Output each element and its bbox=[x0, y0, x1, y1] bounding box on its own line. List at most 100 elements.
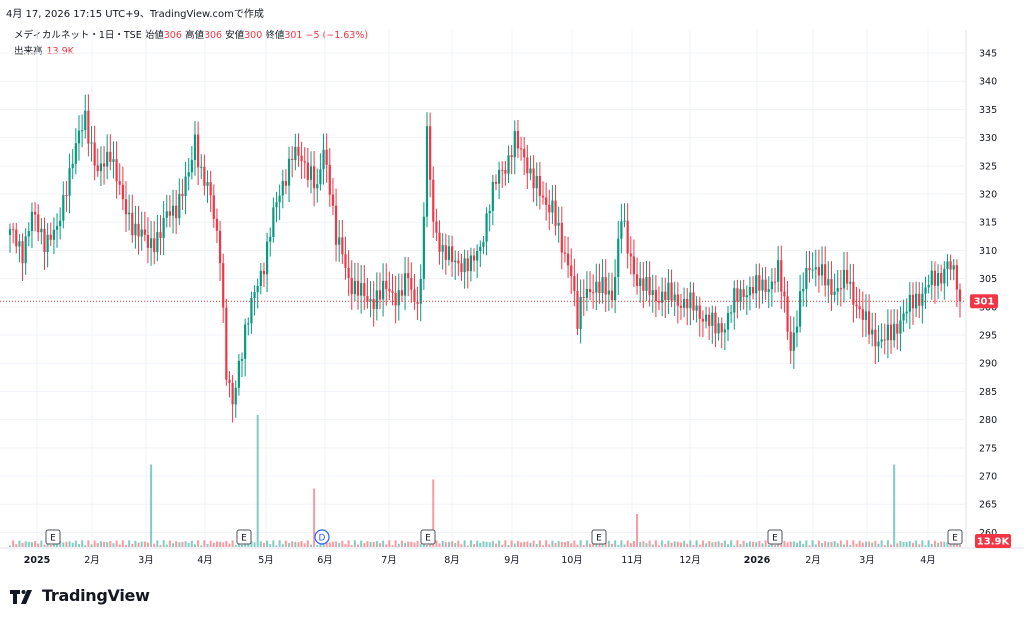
candle-body bbox=[397, 290, 400, 306]
volume-bar bbox=[382, 540, 385, 547]
volume-bar bbox=[893, 464, 896, 547]
price-tick-label: 320 bbox=[979, 190, 997, 201]
volume-bar bbox=[877, 543, 880, 547]
candle-body bbox=[598, 281, 601, 294]
candle-body bbox=[291, 158, 294, 160]
volume-bar bbox=[824, 541, 827, 547]
candle-body bbox=[488, 210, 491, 214]
volume-bar bbox=[341, 540, 344, 547]
volume-bar bbox=[658, 545, 661, 547]
volume-bar bbox=[924, 545, 927, 547]
time-tick-label: 12月 bbox=[679, 555, 701, 566]
candle-body bbox=[786, 296, 789, 332]
volume-bar bbox=[250, 540, 253, 547]
volume-bar bbox=[59, 540, 62, 547]
volume-bar bbox=[833, 541, 836, 547]
volume-bar bbox=[90, 544, 93, 547]
candle-body bbox=[444, 245, 447, 260]
earnings-marker-label: E bbox=[241, 534, 247, 544]
candle-body bbox=[758, 275, 761, 291]
candle-body bbox=[375, 290, 378, 309]
volume-bar bbox=[654, 540, 657, 547]
volume-bar bbox=[225, 540, 228, 547]
price-tick-label: 270 bbox=[979, 472, 997, 483]
tradingview-logo[interactable]: TradingView bbox=[10, 586, 150, 605]
candle-body bbox=[96, 165, 99, 172]
volume-bar bbox=[733, 545, 736, 547]
volume-bar bbox=[281, 544, 284, 547]
volume-value: 13.9K bbox=[46, 46, 74, 57]
candle-body bbox=[353, 280, 356, 295]
volume-bar bbox=[121, 540, 124, 547]
price-chart[interactable]: 260 265 270 275 280 285 290 295 300 305 310 315 320 3… bbox=[0, 0, 1024, 580]
volume-bar bbox=[723, 540, 726, 547]
candle-body bbox=[541, 195, 545, 198]
candle-body bbox=[519, 148, 523, 150]
volume-bar bbox=[545, 540, 548, 547]
volume-bar bbox=[482, 541, 485, 547]
earnings-marker-label: E bbox=[772, 534, 778, 544]
candle-body bbox=[21, 241, 24, 264]
candle-body bbox=[15, 229, 18, 247]
volume-bar bbox=[488, 542, 491, 547]
volume-bar bbox=[357, 544, 360, 547]
volume-bar bbox=[87, 540, 90, 547]
candle-body bbox=[269, 236, 272, 242]
volume-bar bbox=[316, 544, 319, 547]
candle-body bbox=[341, 237, 344, 255]
high-value: 306 bbox=[203, 30, 223, 41]
volume-bar bbox=[827, 541, 830, 547]
volume-bar bbox=[366, 541, 369, 547]
volume-bar bbox=[322, 543, 325, 547]
candle-body bbox=[447, 246, 451, 260]
volume-bar bbox=[708, 540, 711, 547]
volume-bar bbox=[84, 545, 87, 547]
candlesticks bbox=[8, 94, 962, 423]
candle-body bbox=[943, 268, 946, 284]
candle-body bbox=[730, 312, 733, 314]
candle-body bbox=[858, 306, 861, 310]
volume-bar bbox=[234, 544, 237, 547]
time-tick-label: 4月 bbox=[197, 555, 213, 566]
candle-body bbox=[432, 179, 435, 222]
volume-bar bbox=[504, 540, 507, 547]
price-tick-label: 265 bbox=[979, 500, 997, 511]
volume-bar bbox=[175, 541, 178, 547]
volume-bar bbox=[664, 543, 667, 547]
volume-bar bbox=[817, 540, 820, 547]
price-tick-label: 330 bbox=[979, 133, 997, 144]
volume-bar bbox=[159, 545, 162, 547]
volume-bar bbox=[275, 545, 278, 547]
candle-body bbox=[306, 162, 309, 180]
volume-bar bbox=[140, 541, 143, 547]
candle-body bbox=[516, 131, 520, 149]
candle-body bbox=[52, 229, 55, 240]
candle-body bbox=[667, 282, 670, 300]
volume-bar bbox=[783, 540, 786, 547]
volume-bar bbox=[112, 543, 115, 547]
candle-body bbox=[466, 258, 469, 272]
volume-bar bbox=[523, 541, 526, 547]
volume-bar bbox=[651, 544, 654, 547]
candle-body bbox=[745, 295, 748, 298]
volume-bar bbox=[350, 545, 353, 547]
time-axis[interactable]: 2025 2月 3月 4月 5月 6月 7月 8月 9月 10月 11月 12月 2026 2月 3月 4月 bbox=[24, 555, 936, 566]
candle-body bbox=[209, 182, 212, 196]
volume-bar bbox=[125, 545, 128, 547]
symbol-name[interactable]: メディカルネット・1日・TSE bbox=[14, 30, 142, 41]
candle-body bbox=[284, 181, 288, 186]
volume-bar bbox=[852, 540, 855, 547]
candle-body bbox=[37, 214, 40, 233]
candle-body bbox=[344, 254, 347, 268]
earnings-marker-label: E bbox=[952, 534, 958, 544]
earnings-marker bbox=[767, 529, 783, 545]
volume-bar bbox=[805, 540, 808, 547]
volume-bar bbox=[457, 540, 460, 547]
volume-bar bbox=[451, 541, 454, 547]
price-axis[interactable]: 2602652702752802852902953003053103153203… bbox=[979, 49, 997, 539]
volume-bar bbox=[24, 541, 27, 547]
candle-body bbox=[623, 220, 626, 222]
candle-body bbox=[714, 312, 717, 334]
candle-body bbox=[592, 292, 595, 294]
